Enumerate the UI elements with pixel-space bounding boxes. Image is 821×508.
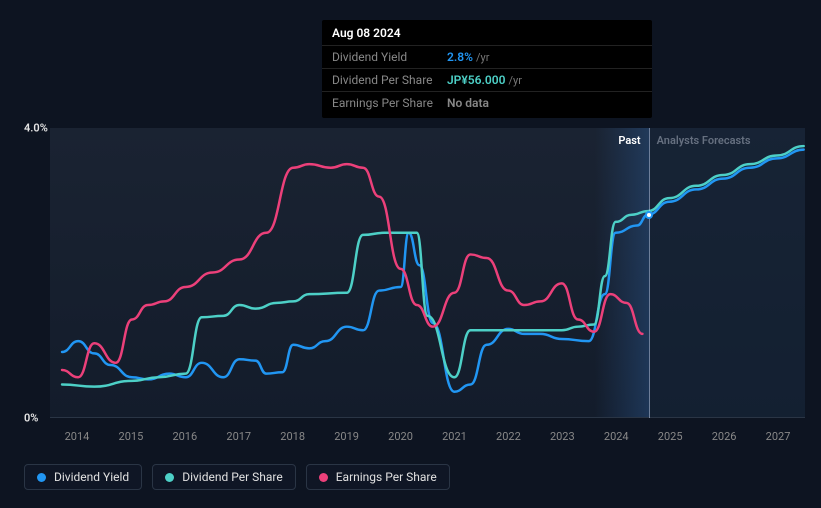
tooltip-value: 2.8%: [447, 50, 473, 64]
legend-label: Dividend Yield: [54, 470, 129, 484]
legend-label: Earnings Per Share: [336, 470, 437, 484]
series-dividend_per_share: [62, 146, 804, 387]
y-axis-max-label: 4.0%: [24, 122, 48, 135]
legend: Dividend Yield Dividend Per Share Earnings…: [24, 464, 450, 490]
legend-dot-icon: [165, 473, 174, 482]
x-tick-label: 2016: [172, 430, 197, 443]
tooltip-row: Earnings Per ShareNo data: [322, 92, 652, 118]
tooltip-value: No data: [447, 96, 489, 110]
tooltip-row: Dividend Per ShareJP¥56.000 /yr: [322, 69, 652, 92]
y-axis-min-label: 0%: [24, 412, 38, 425]
x-tick-label: 2018: [280, 430, 305, 443]
dividend-chart: 4.0% 0% Past Analysts Forecasts 2014 2015…: [0, 0, 821, 508]
x-tick-label: 2015: [119, 430, 144, 443]
x-tick-label: 2027: [766, 430, 791, 443]
legend-label: Dividend Per Share: [182, 470, 283, 484]
legend-item-dividend_per_share[interactable]: Dividend Per Share: [152, 464, 296, 490]
x-tick-label: 2019: [334, 430, 359, 443]
chart-lines: [50, 128, 805, 417]
legend-item-dividend_yield[interactable]: Dividend Yield: [24, 464, 142, 490]
tooltip-date: Aug 08 2024: [322, 20, 652, 46]
tooltip-key: Earnings Per Share: [332, 96, 447, 110]
tooltip-key: Dividend Per Share: [332, 73, 447, 87]
x-tick-label: 2020: [388, 430, 413, 443]
x-tick-label: 2024: [604, 430, 629, 443]
tooltip-unit: /yr: [508, 74, 521, 87]
tooltip-unit: /yr: [476, 51, 489, 64]
x-axis: 2014 2015 2016 2017 2018 2019 2020 2021 2022 2023…: [50, 430, 805, 448]
legend-dot-icon: [37, 473, 46, 482]
cursor-line: [649, 128, 650, 418]
hover-tooltip: Aug 08 2024 Dividend Yield2.8% /yrDivide…: [322, 20, 652, 118]
legend-item-earnings_per_share[interactable]: Earnings Per Share: [306, 464, 450, 490]
tooltip-value: JP¥56.000: [447, 73, 505, 87]
cursor-dot: [645, 211, 653, 219]
plot-area[interactable]: Past Analysts Forecasts: [50, 128, 805, 418]
x-tick-label: 2021: [442, 430, 467, 443]
x-tick-label: 2023: [550, 430, 575, 443]
x-tick-label: 2014: [65, 430, 90, 443]
x-tick-label: 2017: [226, 430, 251, 443]
series-earnings_per_share: [62, 164, 642, 377]
x-tick-label: 2025: [658, 430, 683, 443]
x-tick-label: 2022: [496, 430, 521, 443]
tooltip-row: Dividend Yield2.8% /yr: [322, 46, 652, 69]
x-tick-label: 2026: [712, 430, 737, 443]
legend-dot-icon: [319, 473, 328, 482]
tooltip-key: Dividend Yield: [332, 50, 447, 64]
